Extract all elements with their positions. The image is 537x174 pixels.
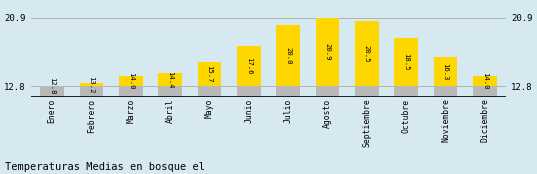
Bar: [198, 62, 221, 97]
Text: 16.3: 16.3: [442, 63, 448, 80]
Bar: [316, 18, 339, 97]
Bar: [198, 62, 221, 86]
Bar: [394, 38, 418, 97]
Bar: [158, 73, 182, 86]
Bar: [79, 83, 103, 97]
Text: 20.5: 20.5: [364, 45, 370, 62]
Text: 20.9: 20.9: [324, 43, 330, 61]
Bar: [158, 73, 182, 97]
Bar: [394, 38, 418, 86]
Bar: [473, 76, 497, 86]
Bar: [277, 25, 300, 97]
Bar: [119, 76, 143, 86]
Text: 14.0: 14.0: [482, 72, 488, 90]
Bar: [119, 76, 143, 97]
Text: 14.4: 14.4: [167, 71, 173, 88]
Text: 15.7: 15.7: [207, 65, 213, 83]
Text: Temperaturas Medias en bosque el: Temperaturas Medias en bosque el: [5, 162, 205, 172]
Bar: [237, 46, 260, 86]
Bar: [277, 25, 300, 86]
Bar: [237, 46, 260, 97]
Bar: [434, 57, 458, 86]
Text: 17.6: 17.6: [246, 57, 252, 75]
Bar: [40, 86, 64, 97]
Bar: [434, 57, 458, 97]
Bar: [473, 76, 497, 97]
Bar: [79, 83, 103, 86]
Text: 20.0: 20.0: [285, 47, 291, 64]
Text: 13.2: 13.2: [89, 76, 95, 93]
Bar: [316, 18, 339, 86]
Bar: [355, 21, 379, 86]
Bar: [355, 21, 379, 97]
Text: 14.0: 14.0: [128, 72, 134, 90]
Text: 12.8: 12.8: [49, 77, 55, 95]
Text: 18.5: 18.5: [403, 53, 409, 71]
